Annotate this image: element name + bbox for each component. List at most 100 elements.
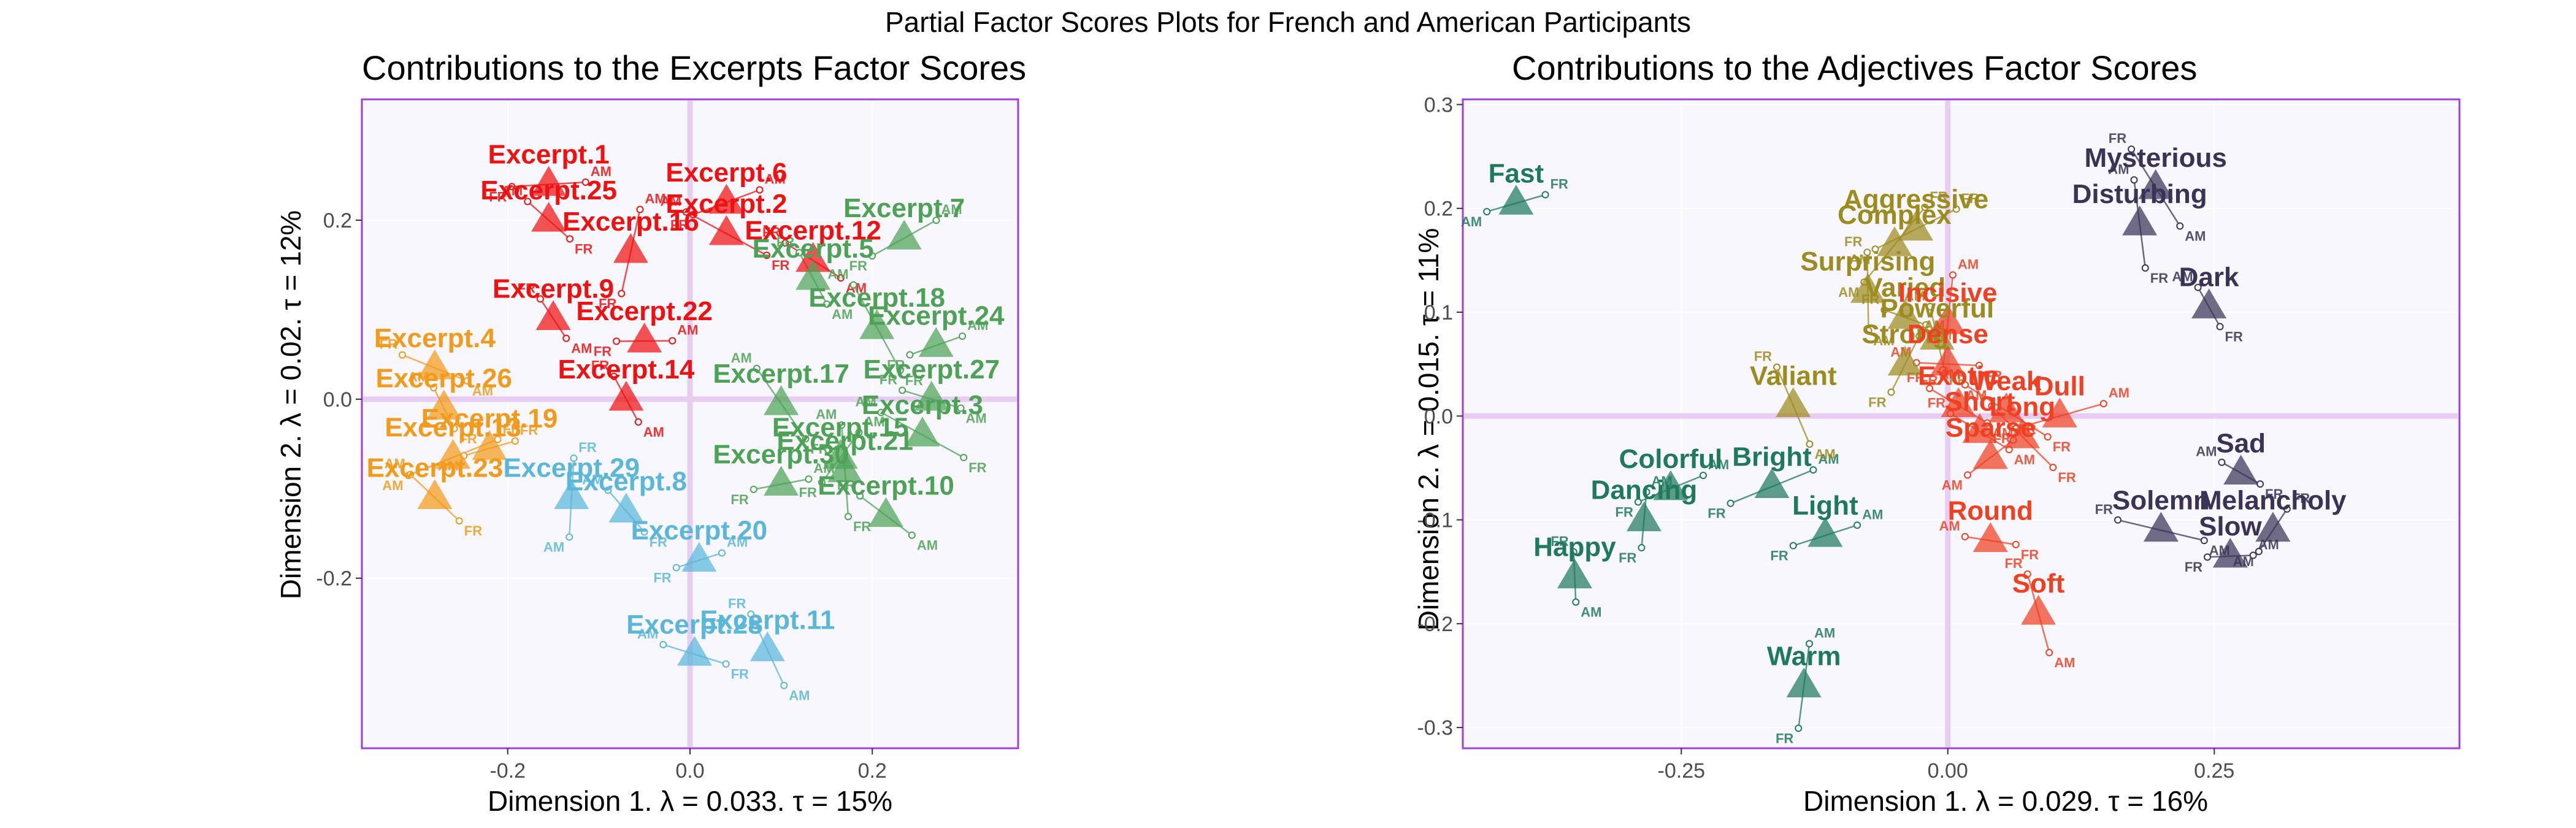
fr-partial-label: FR	[1754, 349, 1772, 364]
fr-partial-label: FR	[650, 534, 667, 550]
fr-partial-point	[2044, 433, 2052, 441]
excerpts-y-axis-label: Dimension 2. λ = 0.02. τ = 12%	[275, 210, 307, 599]
adjectives-factor-triangle	[1887, 345, 1923, 376]
am-partial-label: AM	[827, 266, 848, 282]
adjectives-factor-triangle	[2223, 454, 2259, 485]
fr-partial-label: FR	[2053, 439, 2071, 454]
am-partial-label: AM	[637, 626, 658, 642]
am-partial-point	[524, 197, 532, 205]
fr-partial-point	[2283, 505, 2291, 513]
fr-partial-label: FR	[1776, 730, 1793, 746]
am-partial-label: AM	[864, 414, 884, 429]
excerpts-factor-triangle	[868, 497, 904, 527]
excerpts-point-label: Excerpt.12	[745, 216, 881, 246]
fr-partial-point	[672, 564, 680, 572]
am-partial-point	[1961, 381, 1969, 389]
adjectives-point-label: Incisive	[1898, 278, 1997, 308]
fr-partial-point	[2204, 553, 2212, 561]
excerpts-plot-title: Contributions to the Excerpts Factor Sco…	[362, 48, 1026, 87]
excerpts-point-label: Excerpt.24	[868, 301, 1005, 331]
adjectives-factor-triangle	[1877, 226, 1912, 256]
excerpts-point-label: Excerpt.2	[665, 189, 787, 219]
fr-partial-point	[1727, 499, 1735, 507]
excerpts-x-axis-label: Dimension 1. λ = 0.033. τ = 15%	[488, 785, 892, 817]
fr-partial-label: FR	[887, 358, 905, 373]
am-partial-point	[463, 377, 471, 385]
adjectives-point-label: Soft	[2012, 569, 2065, 599]
fr-partial-point	[2216, 323, 2224, 331]
fr-partial-label: FR	[853, 519, 871, 534]
am-partial-point	[877, 408, 885, 416]
excerpts-point-label: Excerpt.11	[700, 605, 835, 635]
adjectives-point-label: Bright	[1732, 442, 1812, 472]
fr-partial-label: FR	[1961, 191, 1979, 206]
adjectives-factor-triangle	[2143, 512, 2179, 542]
am-partial-point	[2218, 458, 2226, 466]
fr-partial-label: FR	[380, 337, 397, 352]
adjectives-xtick-label: 0.00	[1928, 759, 1968, 783]
adjectives-partial-scores: FR AM	[1844, 234, 1895, 348]
fr-partial-point	[1570, 548, 1577, 556]
excerpts-partial-scores: FR AM	[762, 224, 867, 296]
fr-partial-point	[511, 437, 519, 445]
fr-partial-point	[1975, 361, 1983, 369]
am-partial-label: AM	[731, 350, 752, 366]
fr-partial-label: FR	[1551, 176, 1568, 191]
adjectives-point-label: Round	[1948, 496, 2033, 526]
fr-partial-label: FR	[2095, 502, 2113, 517]
excerpts-factor-triangle	[886, 220, 922, 250]
excerpts-factor-triangle	[795, 259, 831, 290]
am-partial-label: AM	[677, 323, 698, 338]
fr-partial-point	[2012, 540, 2020, 548]
fr-partial-point	[1863, 248, 1871, 256]
excerpts-point-label: Excerpt.17	[713, 359, 849, 389]
am-partial-point	[959, 332, 967, 340]
fr-partial-label: FR	[968, 460, 986, 475]
am-partial-point	[1853, 521, 1861, 529]
fr-partial-point	[749, 485, 757, 493]
excerpts-xtick-label: 0.0	[675, 759, 704, 783]
adjectives-point-label: Colorful	[1619, 444, 1723, 474]
excerpts-factor-plot: Contributions to the Excerpts Factor Sco…	[275, 48, 1026, 817]
excerpts-partial-scores: FR AM	[799, 414, 885, 500]
excerpts-point-label: Excerpt.6	[665, 158, 787, 188]
excerpts-factor-triangle	[472, 430, 507, 460]
adjectives-point-label: Surprising	[1800, 247, 1935, 277]
fr-partial-point	[818, 478, 826, 486]
am-partial-label: AM	[789, 688, 810, 703]
fr-partial-label: FR	[731, 667, 749, 682]
fr-partial-label: FR	[2150, 270, 2168, 286]
fr-partial-label: FR	[2021, 547, 2039, 562]
adjectives-ytick-label: -0.2	[1417, 613, 1453, 636]
adjectives-point-label: Sad	[2216, 428, 2266, 458]
adjectives-ytick-label: 0.0	[1424, 405, 1453, 428]
adjectives-point-label: Happy	[1533, 532, 1616, 562]
am-partial-point	[669, 337, 677, 345]
fr-partial-label: FR	[776, 234, 794, 250]
am-partial-label: AM	[661, 194, 681, 209]
adjectives-point-label: Short	[1944, 387, 2015, 417]
adjectives-ytick-label: 0.2	[1424, 197, 1453, 221]
fr-partial-label: FR	[799, 485, 817, 500]
adjectives-factor-plot: Contributions to the Adjectives Factor S…	[1413, 48, 2461, 817]
adjectives-y-axis-label: Dimension 2. λ = 0.015. τ = 11%	[1413, 228, 1444, 631]
excerpts-point-label: Excerpt.5	[753, 234, 874, 264]
adjectives-point-label: Warm	[1767, 641, 1841, 671]
adjectives-factor-triangle	[1807, 516, 1843, 547]
adjectives-partial-scores: FR AM	[2172, 269, 2243, 345]
am-partial-label: AM	[967, 318, 988, 333]
am-partial-point	[1483, 208, 1491, 216]
excerpts-point-label: Excerpt.10	[818, 471, 954, 501]
excerpts-point-label: Excerpt.16	[562, 207, 699, 237]
am-partial-point	[581, 178, 589, 186]
am-partial-label: AM	[1958, 256, 1979, 272]
am-partial-point	[562, 334, 570, 342]
excerpts-factor-triangle	[554, 479, 589, 509]
excerpts-factor-triangle	[426, 389, 462, 420]
fr-partial-point	[1880, 306, 1888, 314]
am-partial-point	[636, 205, 644, 213]
fr-partial-point	[844, 513, 852, 521]
